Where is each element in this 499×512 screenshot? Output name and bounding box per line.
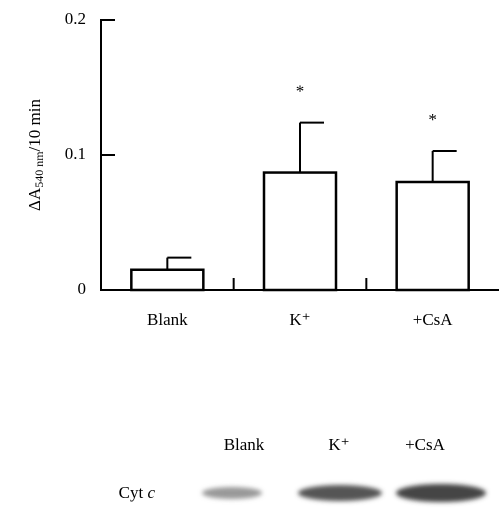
row-label-main: Cyt [119,483,144,502]
band [202,487,262,499]
y-tick-label: 0 [78,279,87,298]
y-label-rest: /10 min [25,99,44,152]
bar [264,173,336,290]
significance-mark: * [296,82,305,101]
row-label-italic: c [147,483,155,502]
y-tick-label: 0.1 [65,144,86,163]
x-tick-label: +CsA [413,310,454,329]
lane-label: Blank [224,435,265,454]
x-tick-label: K⁺ [289,310,310,329]
significance-mark: * [428,110,437,129]
lane-label: K⁺ [328,435,349,454]
bar [131,270,203,290]
y-tick-label: 0.2 [65,9,86,28]
bar [397,182,469,290]
blot-row-label: Cyt c [119,483,156,502]
lane-label: +CsA [405,435,446,454]
y-label-main: ΔA [25,187,44,211]
band [298,485,382,501]
blot-bands [202,484,486,502]
band [396,484,486,502]
x-tick-label: Blank [147,310,188,329]
y-label-sub: 540 nm [32,151,46,188]
figure: ΔA540 nm/10 min Cyt c 0 0.1 0.2 Blank K⁺ * +Cs… [0,0,499,512]
y-axis-label: ΔA540 nm/10 min [25,99,46,211]
